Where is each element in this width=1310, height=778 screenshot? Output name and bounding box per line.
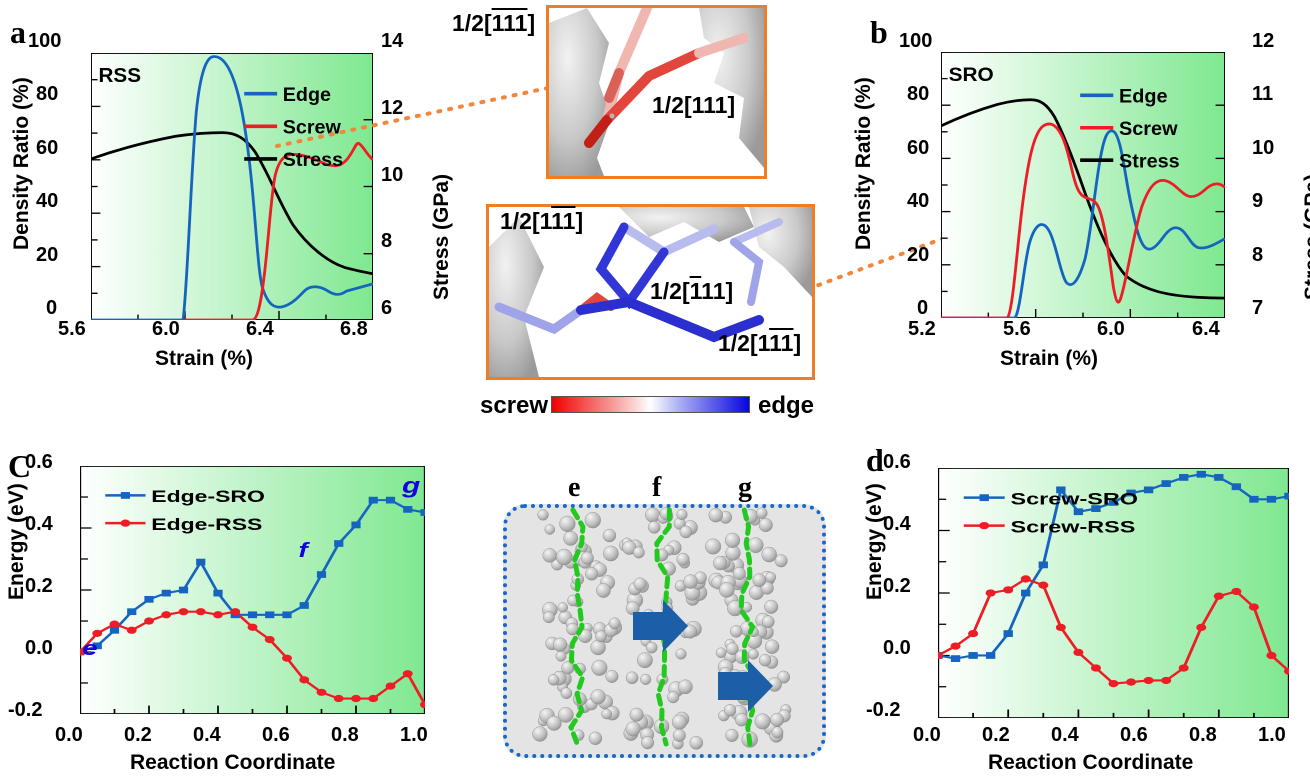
svg-text:Stress: Stress xyxy=(283,149,343,171)
svg-text:RSS: RSS xyxy=(99,65,141,87)
svg-text:e: e xyxy=(82,638,97,661)
svg-text:Screw-RSS: Screw-RSS xyxy=(1011,518,1136,536)
svg-text:Screw: Screw xyxy=(283,117,342,139)
svg-text:Edge: Edge xyxy=(1119,86,1168,107)
svg-text:SRO: SRO xyxy=(949,64,994,85)
svg-text:Edge-RSS: Edge-RSS xyxy=(151,516,262,534)
svg-text:Edge: Edge xyxy=(283,84,331,106)
svg-text:Screw: Screw xyxy=(1119,118,1178,139)
svg-text:Stress: Stress xyxy=(1119,151,1180,172)
svg-text:Screw-SRO: Screw-SRO xyxy=(1011,490,1139,508)
svg-text:Edge-SRO: Edge-SRO xyxy=(151,488,265,506)
svg-text:g: g xyxy=(401,473,420,498)
